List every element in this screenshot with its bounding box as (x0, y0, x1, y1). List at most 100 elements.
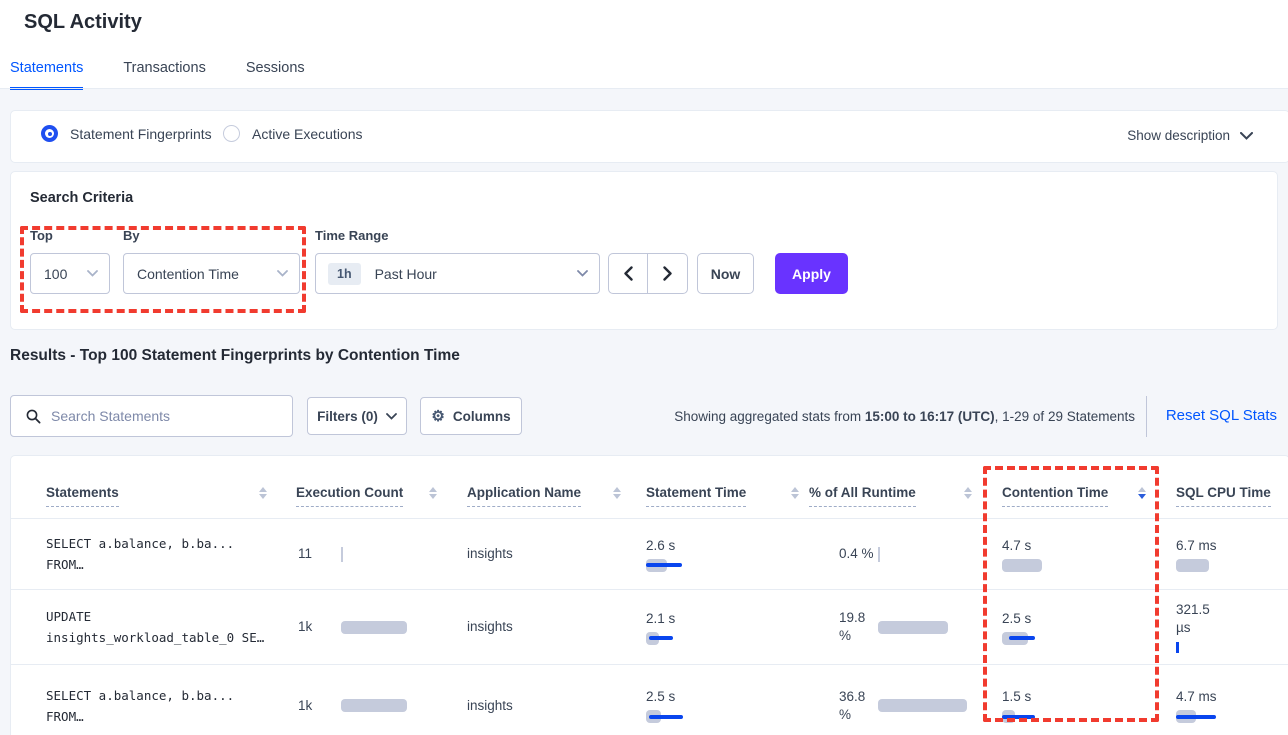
filters-button[interactable]: Filters (0) (307, 397, 407, 435)
bar-sliver (341, 546, 343, 562)
bar-blue-line (1176, 714, 1216, 719)
sql-cpu-time-bar (1176, 710, 1216, 723)
bar-gray-segment (1002, 558, 1042, 572)
next-time-button[interactable] (648, 254, 687, 293)
sort-icon[interactable] (791, 487, 799, 499)
statement-fingerprint-line[interactable]: SELECT a.balance, b.ba... (46, 536, 235, 551)
pct-runtime-value-line: 36.8 (839, 688, 866, 704)
tab-transactions[interactable]: Transactions (123, 60, 206, 76)
column-header-label[interactable]: Contention Time (1002, 485, 1109, 507)
page-title: SQL Activity (24, 11, 142, 33)
show-description-toggle[interactable]: Show description (1127, 128, 1253, 143)
statement-fingerprint-line[interactable]: UPDATE (46, 609, 92, 624)
column-header-label[interactable]: % of All Runtime (809, 485, 916, 507)
statement-fingerprint[interactable]: UPDATE insights_workload_table_0 SE… (46, 606, 264, 648)
contention-time-bar (1002, 710, 1035, 723)
table-row: UPDATE insights_workload_table_0 SE… 1k ins… (11, 589, 1288, 664)
search-statements-box (10, 395, 293, 437)
sort-up-triangle (1138, 487, 1146, 492)
statement-fingerprint[interactable]: SELECT a.balance, b.ba... FROM… (46, 685, 234, 727)
sort-icon[interactable] (259, 487, 267, 499)
statement-cell[interactable]: SELECT a.balance, b.ba... FROM… (46, 519, 234, 589)
sort-icon[interactable] (429, 487, 437, 499)
sort-down-triangle (613, 494, 621, 499)
column-header-label[interactable]: Statement Time (646, 485, 747, 507)
sort-icon[interactable] (964, 487, 972, 499)
execution-count-bar (341, 699, 407, 712)
execution-count-value-line: 1k (298, 619, 313, 634)
statement-fingerprint-line[interactable]: insights_workload_table_0 SE… (46, 630, 265, 645)
reset-sql-stats-link[interactable]: Reset SQL Stats (1165, 407, 1277, 424)
contention-time-value-line: 1.5 s (1002, 689, 1032, 704)
apply-button[interactable]: Apply (775, 253, 848, 294)
column-header-contention-time: Contention Time (1002, 485, 1109, 507)
statement-cell[interactable]: SELECT a.balance, b.ba... FROM… (46, 665, 234, 735)
sort-down-triangle (791, 494, 799, 499)
statement-fingerprint-line[interactable]: SELECT a.balance, b.ba... (46, 687, 235, 703)
column-header-label[interactable]: SQL CPU Time (1176, 485, 1271, 507)
radio-selected-icon (41, 125, 58, 142)
previous-time-button[interactable] (609, 254, 649, 293)
by-label: By (123, 228, 140, 243)
column-header-label[interactable]: Statements (46, 485, 119, 507)
tab-statements[interactable]: Statements (10, 60, 84, 90)
statement-time-value: 2.1 s (646, 610, 675, 628)
now-button[interactable]: Now (697, 253, 754, 294)
statement-fingerprint-line[interactable]: FROM… (46, 708, 84, 724)
sql-cpu-time-cell: 4.7 ms (1176, 665, 1217, 735)
chevron-down-icon (1240, 131, 1253, 140)
radio-active-executions[interactable]: Active Executions (223, 125, 363, 142)
top-label: Top (30, 228, 53, 243)
contention-time-cell: 4.7 s (1002, 519, 1042, 589)
sql-cpu-time-cell: 321.5 µs (1176, 590, 1210, 664)
statement-time-bar (646, 710, 683, 723)
bar-blue-line (649, 636, 673, 640)
sort-icon[interactable] (1138, 487, 1146, 499)
execution-count-bar (341, 546, 344, 562)
statement-fingerprint-line[interactable]: FROM… (46, 557, 84, 572)
sort-down-triangle (429, 494, 437, 499)
columns-button[interactable]: ⚙ Columns (420, 397, 522, 435)
pct-runtime-value-line: % (839, 706, 852, 722)
statement-time-value-line: 2.5 s (646, 689, 676, 704)
columns-label: Columns (452, 408, 511, 424)
by-select[interactable]: Contention Time (123, 253, 300, 294)
chevron-down-icon (277, 270, 288, 277)
search-statements-input[interactable] (51, 408, 271, 424)
statement-cell[interactable]: UPDATE insights_workload_table_0 SE… (46, 590, 264, 664)
column-header-label[interactable]: Application Name (467, 485, 582, 507)
radio-statement-fingerprints[interactable]: Statement Fingerprints (41, 125, 212, 142)
time-range-select[interactable]: 1h Past Hour (315, 253, 600, 294)
application-name-value-line: insights (467, 619, 513, 634)
results-title: Results - Top 100 Statement Fingerprints… (10, 347, 460, 364)
top-select[interactable]: 100 (30, 253, 110, 294)
sql-cpu-time-value-line: 321.5 (1176, 601, 1210, 617)
pct-runtime-cell: 36.8% (839, 665, 967, 735)
statement-fingerprint[interactable]: SELECT a.balance, b.ba... FROM… (46, 533, 234, 575)
sql-cpu-time-value-line: 6.7 ms (1176, 537, 1217, 553)
application-name-value-line: insights (467, 546, 513, 561)
search-criteria-title: Search Criteria (30, 190, 134, 206)
table-row: SELECT a.balance, b.ba... FROM… 1k insights… (11, 664, 1288, 735)
chevron-down-icon (87, 270, 98, 277)
application-name-cell: insights (467, 665, 513, 735)
column-header-statement-time: Statement Time (646, 485, 747, 507)
execution-count-cell: 1k (298, 665, 407, 735)
sort-icon[interactable] (613, 487, 621, 499)
application-name-cell: insights (467, 519, 513, 589)
pct-runtime-cell: 19.8% (839, 590, 948, 664)
column-header-label[interactable]: Execution Count (296, 485, 404, 507)
sort-up-triangle (429, 487, 437, 492)
execution-count-value-line: 11 (298, 546, 313, 561)
pct-runtime-value: 0.4 % (839, 545, 878, 563)
bar-sliver (1176, 641, 1179, 653)
pct-runtime-cell: 0.4 % (839, 519, 881, 589)
tab-sessions[interactable]: Sessions (245, 60, 305, 76)
gear-icon: ⚙ (431, 408, 445, 425)
statement-time-value-line: 2.6 s (646, 537, 676, 553)
column-header--of-all-runtime: % of All Runtime (809, 485, 916, 507)
sql-cpu-time-value-line: µs (1176, 619, 1191, 635)
statement-time-value: 2.6 s (646, 537, 682, 555)
statement-time-bar (646, 558, 682, 572)
sql-cpu-time-value-line: 4.7 ms (1176, 689, 1217, 704)
